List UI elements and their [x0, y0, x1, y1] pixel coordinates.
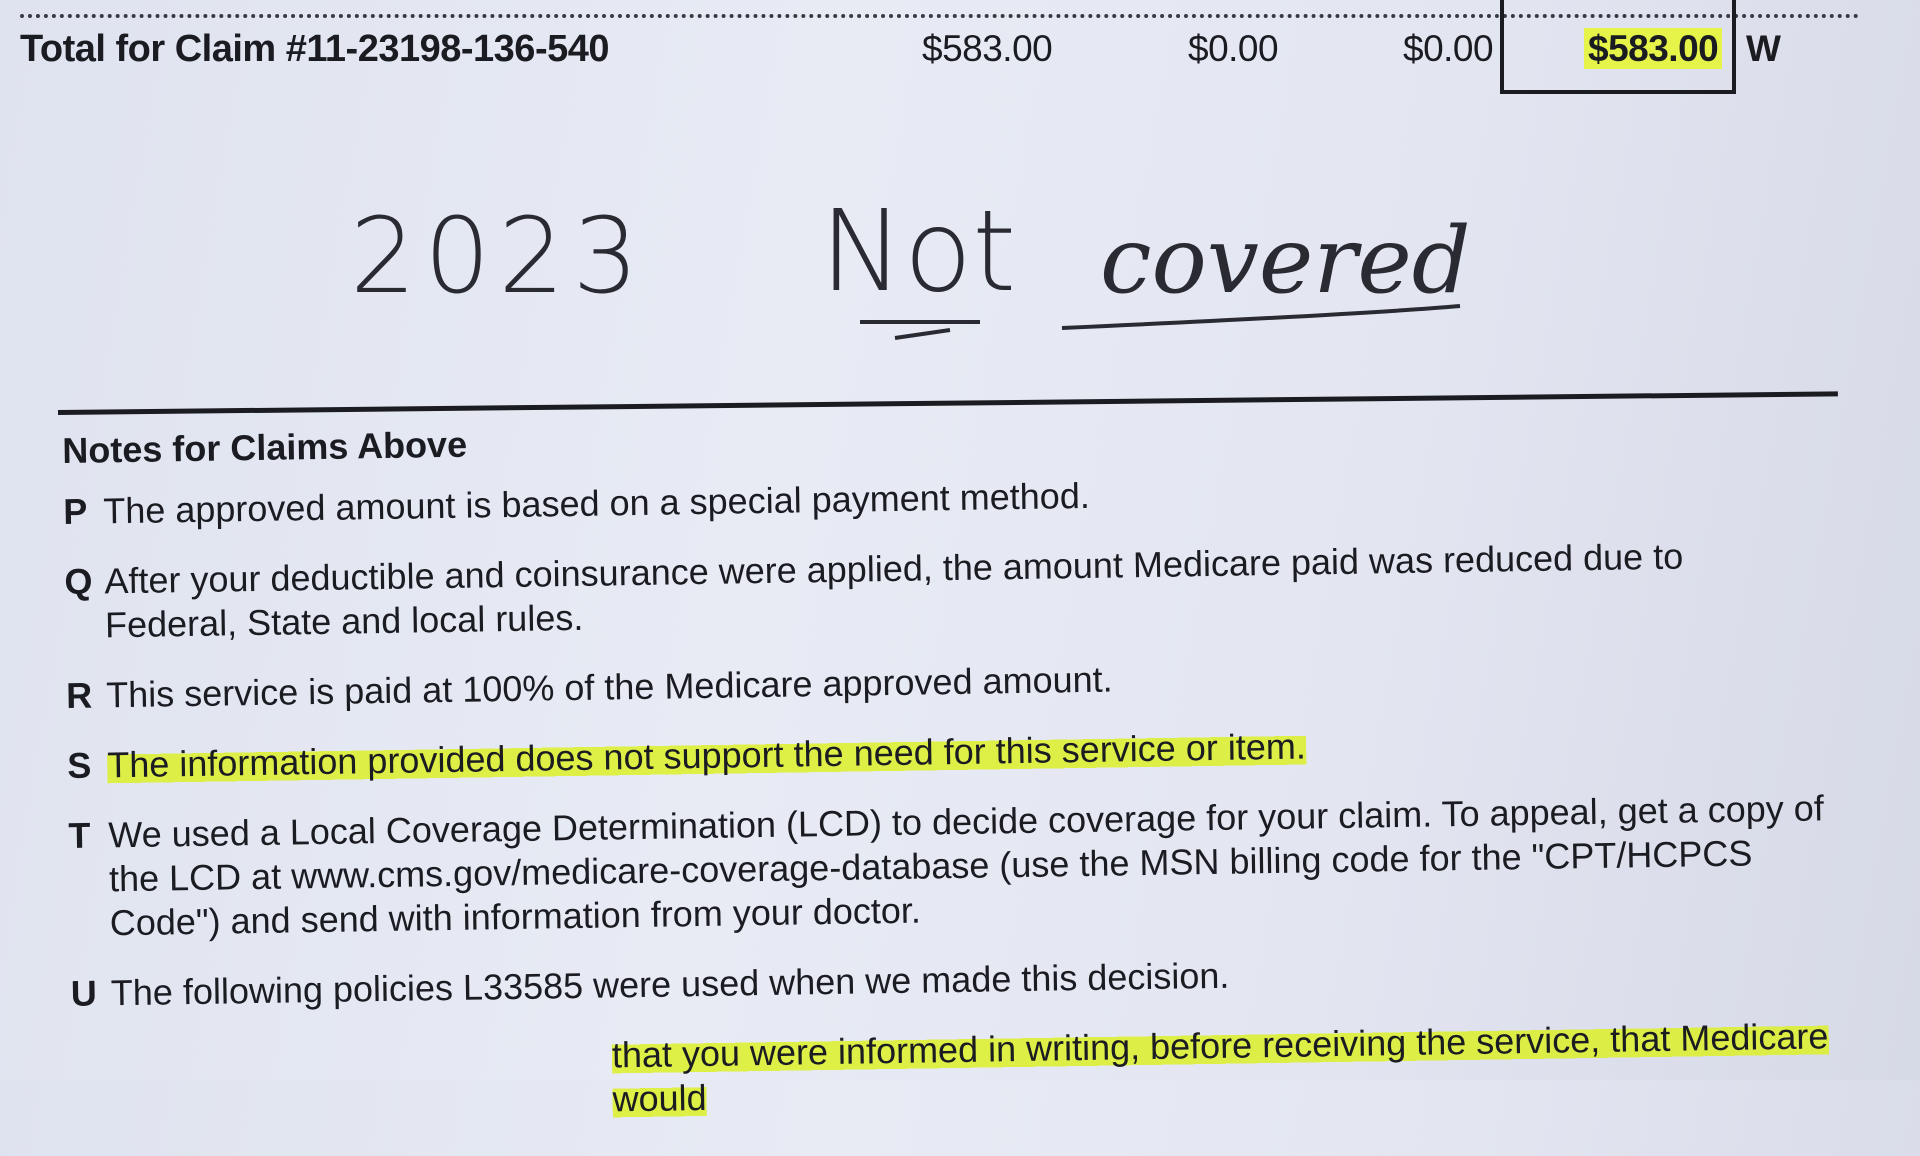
- claim-total-label: Total for Claim #11-23198-136-540: [20, 28, 610, 70]
- amount-approved: $0.00: [1188, 28, 1279, 69]
- note-text: We used a Local Coverage Determination (…: [108, 787, 1825, 944]
- dotted-divider: [20, 14, 1860, 18]
- handwritten-not: Not: [820, 187, 1016, 317]
- notes-section: Notes for Claims Above P The approved amo…: [62, 402, 1873, 1156]
- underline-covered: [1061, 304, 1461, 330]
- note-code: R: [65, 674, 93, 716]
- note-code: T: [68, 814, 91, 856]
- note-text-highlighted: The information provided does not suppor…: [106, 725, 1307, 786]
- amount-owed-box: [1500, 0, 1736, 94]
- handwritten-year: 2023: [350, 195, 647, 317]
- claim-flag: W: [1746, 28, 1781, 69]
- note-text: The approved amount is based on a specia…: [102, 474, 1091, 532]
- note-p: P The approved amount is based on a speci…: [63, 462, 1863, 534]
- note-text: This service is paid at 100% of the Medi…: [105, 658, 1113, 716]
- note-text: The following policies L33585 were used …: [110, 954, 1230, 1014]
- handwritten-covered: covered: [1100, 207, 1471, 314]
- underline-not: [860, 320, 980, 340]
- notes-heading: Notes for Claims Above: [62, 423, 468, 471]
- note-text: After your deductible and coinsurance we…: [104, 535, 1684, 646]
- note-s: S The information provided does not suppo…: [67, 716, 1867, 788]
- amount-owed: $583.00: [1584, 28, 1723, 69]
- note-text-highlighted: that you were informed in writing, befor…: [611, 1015, 1829, 1120]
- note-code: Q: [64, 560, 93, 602]
- amount-paid: $0.00: [1403, 28, 1494, 69]
- note-code: P: [62, 490, 88, 532]
- note-t: T We used a Local Coverage Determination …: [68, 786, 1830, 946]
- note-code: S: [66, 744, 92, 786]
- amount-billed: $583.00: [922, 28, 1053, 69]
- note-r: R This service is paid at 100% of the Med…: [66, 646, 1866, 718]
- note-q: Q After your deductible and coinsurance w…: [64, 534, 1725, 648]
- note-u: U The following policies L33585 were used…: [71, 944, 1871, 1016]
- note-code: [572, 1033, 613, 1122]
- note-code: U: [70, 972, 98, 1014]
- handwritten-annotation: 2023 Not covered: [350, 187, 1471, 340]
- note-partial: that you were informed in writing, befor…: [72, 1014, 1873, 1130]
